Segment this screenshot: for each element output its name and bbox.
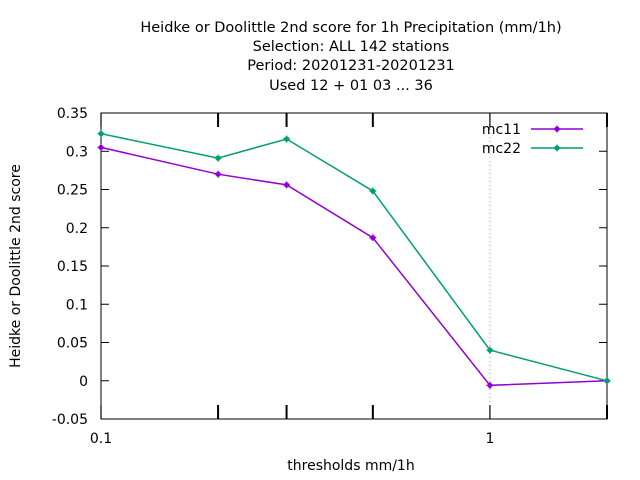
- legend-entry-mc11: mc11: [482, 122, 583, 138]
- y-tick-label: 0: [79, 374, 88, 390]
- y-tick-label: 0.3: [66, 144, 88, 160]
- data-point-mc11: [369, 234, 377, 242]
- legend: mc11 mc22: [482, 122, 583, 157]
- y-tick-label: 0.25: [57, 183, 88, 199]
- data-point-mc11: [283, 181, 291, 189]
- data-point-mc22: [97, 130, 105, 138]
- series-mc11: [97, 143, 611, 389]
- x-tick-label: 0.1: [90, 431, 112, 447]
- data-series: [97, 130, 611, 389]
- legend-marker-mc11: [553, 125, 561, 133]
- data-point-mc11: [97, 143, 105, 151]
- data-point-mc22: [369, 187, 377, 195]
- title-line-4: Used 12 + 01 03 ... 36: [269, 78, 433, 94]
- tick-labels: -0.05 0 0.05 0.1 0.15 0.2 0.25 0.3 0.35 0.1 1: [52, 106, 495, 447]
- x-tick-label: 1: [485, 431, 494, 447]
- y-tick-label: 0.1: [66, 297, 88, 313]
- legend-label-mc11: mc11: [482, 122, 521, 138]
- x-axis-title: thresholds mm/1h: [287, 458, 414, 474]
- y-tick-label: 0.2: [66, 221, 88, 237]
- y-tick-label: 0.15: [57, 259, 88, 275]
- series-line-mc22: [100, 132, 608, 382]
- data-point-mc11: [486, 381, 494, 389]
- title-line-3: Period: 20201231-20201231: [247, 58, 455, 74]
- data-point-mc22: [283, 135, 291, 143]
- y-tick-label: 0.05: [57, 336, 88, 352]
- data-point-mc11: [214, 170, 222, 178]
- data-point-mc22: [603, 377, 611, 385]
- plot-frame: [100, 112, 608, 420]
- data-point-mc22: [486, 346, 494, 354]
- axis-ticks: [100, 112, 608, 420]
- data-point-mc22: [214, 154, 222, 162]
- title-line-2: Selection: ALL 142 stations: [253, 39, 450, 55]
- series-mc22: [97, 130, 611, 385]
- legend-marker-mc22: [553, 144, 561, 152]
- legend-entry-mc22: mc22: [482, 141, 583, 157]
- y-axis-title: Heidke or Doolittle 2nd score: [8, 164, 24, 368]
- y-tick-label: 0.35: [57, 106, 88, 122]
- legend-label-mc22: mc22: [482, 141, 521, 157]
- chart-title: Heidke or Doolittle 2nd score for 1h Pre…: [140, 20, 561, 94]
- title-line-1: Heidke or Doolittle 2nd score for 1h Pre…: [140, 20, 561, 36]
- y-tick-label: -0.05: [52, 412, 88, 428]
- series-line-mc11: [100, 146, 608, 387]
